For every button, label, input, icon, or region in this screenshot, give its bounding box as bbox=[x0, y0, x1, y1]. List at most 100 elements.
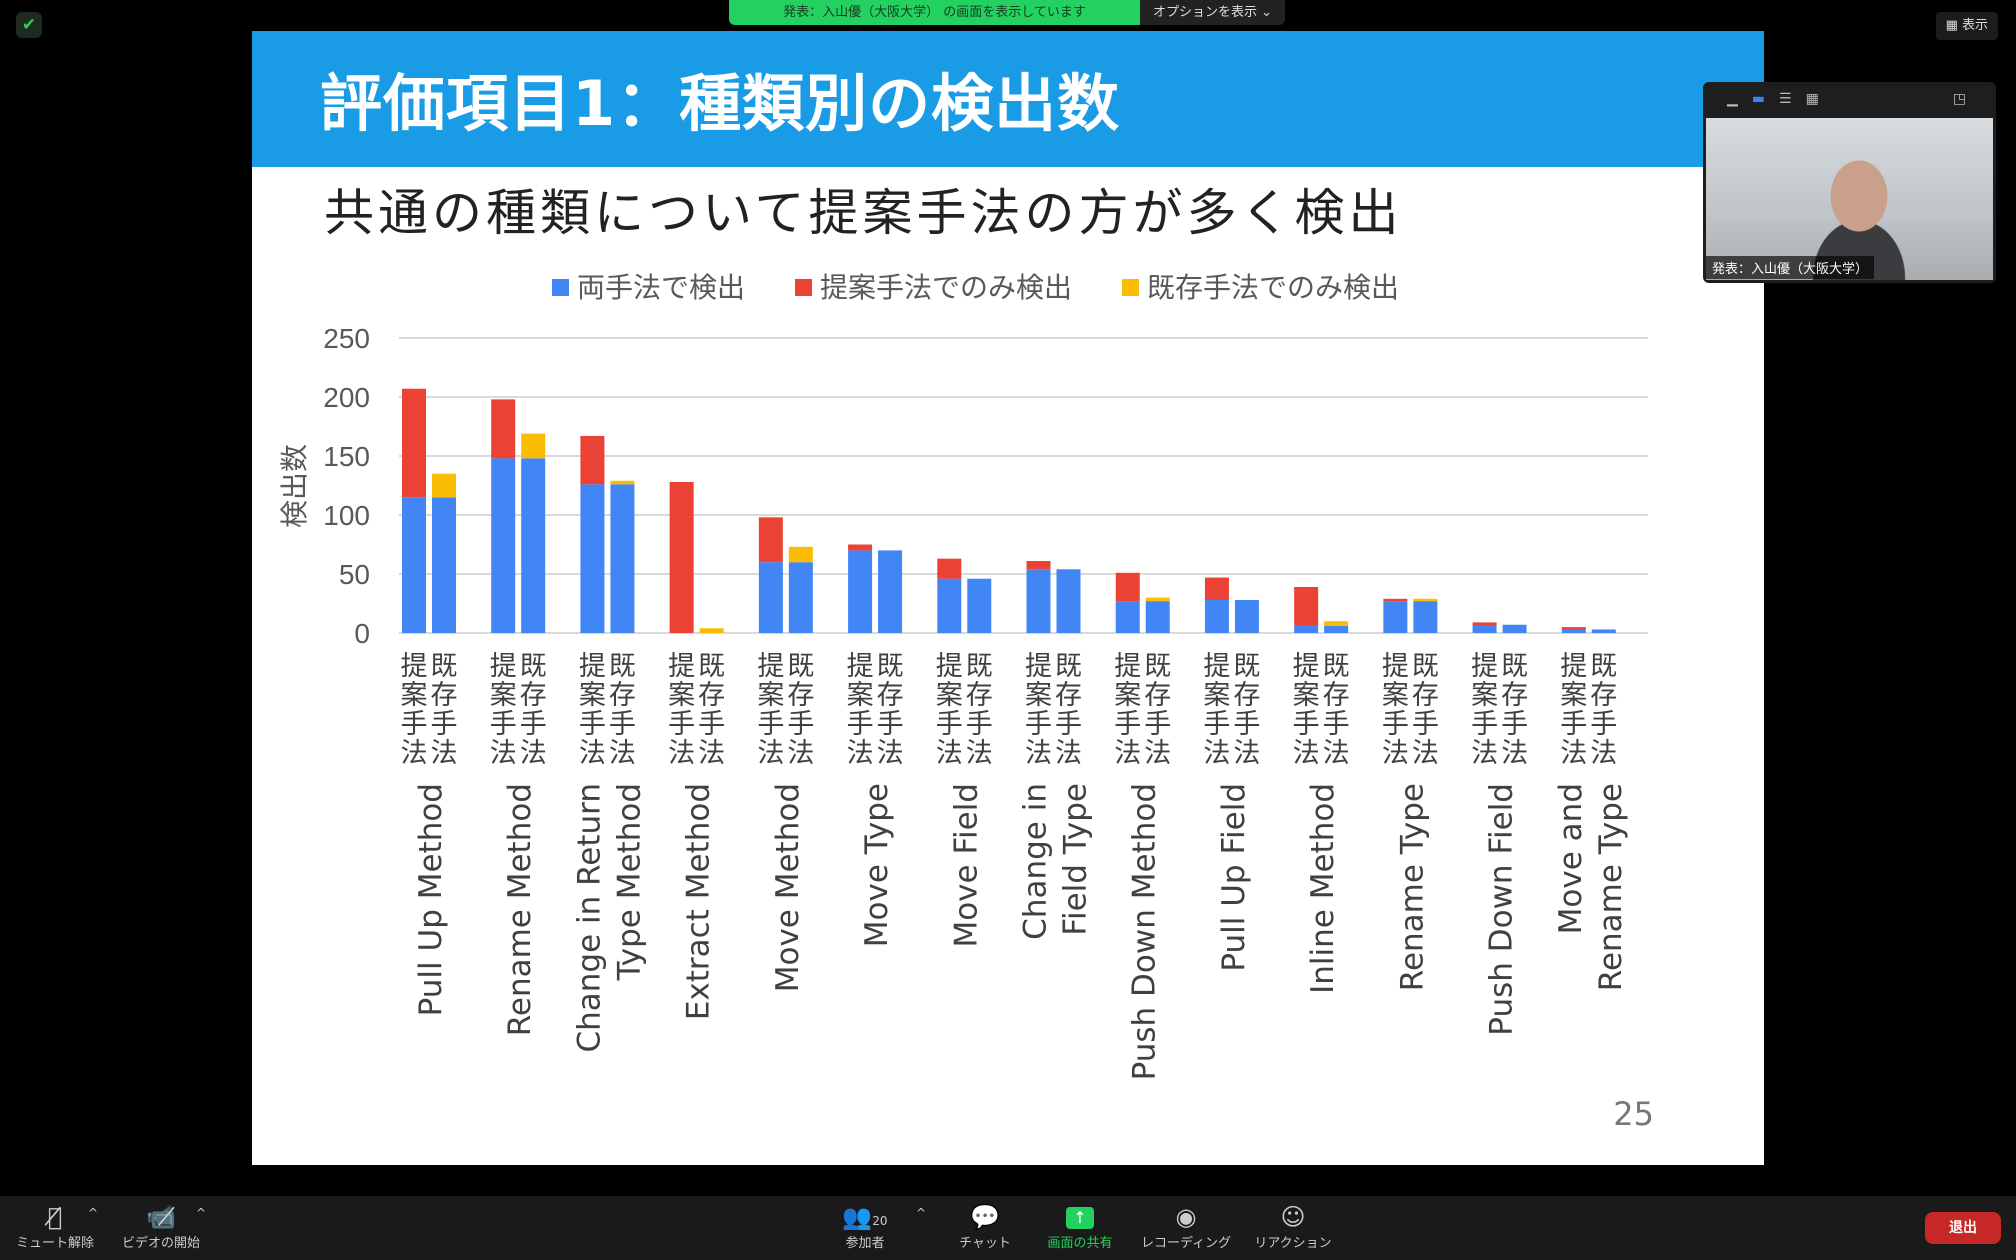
bar-label-char: 法 bbox=[787, 738, 814, 769]
bar-existing-only bbox=[1324, 621, 1349, 626]
bar-proposed-only bbox=[1472, 622, 1497, 626]
minimize-icon[interactable]: ▁ bbox=[1727, 91, 1738, 107]
leave-button[interactable]: 退出 bbox=[1925, 1212, 2001, 1244]
bar-label-char: 手 bbox=[431, 709, 458, 740]
bar-label-char: 存 bbox=[431, 680, 458, 711]
bar-proposed-only bbox=[758, 517, 783, 563]
bar-label-char: 案 bbox=[1114, 680, 1141, 711]
legend-swatch bbox=[1122, 279, 1139, 296]
webcam-controls: ▁ ▬ ☰ ▦ ◳ bbox=[1703, 82, 1996, 116]
reaction-button[interactable]: ☺ リアクション bbox=[1252, 1202, 1334, 1251]
unmute-button[interactable]: 🎙̸ ミュート解除 bbox=[14, 1202, 96, 1251]
webcam-window[interactable]: ▁ ▬ ☰ ▦ ◳ 発表：入山優（大阪大学） bbox=[1703, 82, 1996, 283]
bar-label-char: 法 bbox=[877, 738, 904, 769]
category-label: Rename Method bbox=[502, 783, 538, 1036]
bar-label-char: 既 bbox=[966, 651, 993, 682]
bar-label-char: 手 bbox=[579, 709, 606, 740]
category-label: Rename Type bbox=[1394, 783, 1430, 991]
legend-label: 既存手法でのみ検出 bbox=[1147, 271, 1399, 304]
bar-proposed-both bbox=[491, 458, 516, 633]
unmute-label: ミュート解除 bbox=[15, 1236, 94, 1251]
legend-swatch bbox=[552, 279, 569, 296]
speaker-view-icon[interactable]: ▬ bbox=[1751, 91, 1766, 107]
bar-label-char: 法 bbox=[966, 738, 993, 769]
bar-label-char: 案 bbox=[1025, 680, 1052, 711]
bar-label-char: 案 bbox=[1203, 680, 1230, 711]
bar-label-char: 存 bbox=[1055, 680, 1082, 711]
bar-label-char: 手 bbox=[609, 709, 636, 740]
view-button[interactable]: ▦ 表示 bbox=[1935, 12, 1998, 40]
bar-label-char: 存 bbox=[609, 680, 636, 711]
bar-label-char: 既 bbox=[787, 651, 814, 682]
y-axis-label: 検出数 bbox=[278, 444, 311, 528]
bar-label-char: 手 bbox=[966, 709, 993, 740]
gallery-view-icon[interactable]: ▦ bbox=[1805, 91, 1819, 107]
share-message: 発表：入山優（大阪大学） の画面を表示しています bbox=[729, 0, 1140, 25]
category-label: Extract Method bbox=[681, 783, 717, 1020]
bar-proposed-both bbox=[1204, 599, 1229, 633]
y-tick-label: 250 bbox=[323, 323, 370, 354]
bar-proposed-only bbox=[1204, 577, 1229, 600]
bar-label-char: 法 bbox=[1293, 738, 1320, 769]
share-screen-button[interactable]: ↑ 画面の共有 bbox=[1045, 1202, 1115, 1251]
presenter-name: 発表：入山優（大阪大学） bbox=[1706, 256, 1875, 279]
bar-existing-both bbox=[521, 458, 546, 633]
bar-proposed-only bbox=[491, 399, 516, 459]
bar-label-char: 法 bbox=[1144, 738, 1171, 769]
bar-proposed-only bbox=[848, 544, 873, 551]
bar-label-char: 既 bbox=[1144, 651, 1171, 682]
bar-label-char: 案 bbox=[847, 680, 874, 711]
category-label: Field Type bbox=[1058, 783, 1094, 936]
bar-label-char: 法 bbox=[1501, 738, 1528, 769]
bar-label-char: 存 bbox=[1233, 680, 1260, 711]
exit-popout-icon[interactable]: ◳ bbox=[1952, 91, 1967, 107]
bar-label-char: 手 bbox=[757, 709, 784, 740]
category-label: Pull Up Field bbox=[1216, 783, 1252, 972]
audio-options-caret[interactable]: ^ bbox=[88, 1206, 99, 1220]
bar-label-char: 案 bbox=[757, 680, 784, 711]
strip-view-icon[interactable]: ☰ bbox=[1779, 91, 1792, 107]
chat-button[interactable]: 💬 チャット bbox=[955, 1202, 1015, 1251]
bar-proposed-only bbox=[402, 388, 426, 498]
bar-existing-both bbox=[1145, 601, 1170, 633]
category-label: Move Method bbox=[770, 783, 806, 992]
bar-label-char: 存 bbox=[877, 680, 904, 711]
legend-label: 両手法で検出 bbox=[577, 271, 745, 304]
reaction-icon: ☺ bbox=[1280, 1203, 1306, 1231]
bar-label-char: 存 bbox=[1590, 680, 1617, 711]
participants-button[interactable]: 👥20 参加者 bbox=[840, 1202, 890, 1251]
bar-label-char: 既 bbox=[1055, 651, 1082, 682]
bar-label-char: 手 bbox=[1025, 709, 1052, 740]
bar-label-char: 案 bbox=[490, 680, 517, 711]
slide-title: 評価項目1：種類別の検出数 bbox=[320, 67, 1121, 140]
bar-label-char: 手 bbox=[698, 709, 725, 740]
record-button[interactable]: ◉ レコーディング bbox=[1138, 1202, 1234, 1251]
record-label: レコーディング bbox=[1140, 1236, 1232, 1251]
security-shield-icon[interactable]: ✔ bbox=[16, 12, 42, 38]
view-options-button[interactable]: オプションを表示 ⌄ bbox=[1140, 0, 1285, 25]
share-screen-label: 画面の共有 bbox=[1047, 1236, 1113, 1251]
video-options-caret[interactable]: ^ bbox=[196, 1206, 207, 1220]
bar-label-char: 既 bbox=[1233, 651, 1260, 682]
bar-label-char: 提 bbox=[579, 651, 606, 682]
category-label: Move and bbox=[1553, 783, 1589, 934]
start-video-button[interactable]: 📹̸ ビデオの開始 bbox=[120, 1202, 202, 1251]
bar-existing-both bbox=[967, 578, 992, 633]
bar-label-char: 法 bbox=[847, 738, 874, 769]
bar-label-char: 存 bbox=[698, 680, 725, 711]
bar-label-char: 既 bbox=[431, 651, 458, 682]
bar-proposed-both bbox=[1026, 569, 1051, 633]
bar-label-char: 提 bbox=[1025, 651, 1052, 682]
bar-existing-only bbox=[432, 473, 456, 498]
category-label: Inline Method bbox=[1305, 783, 1341, 994]
screen-share-banner: 発表：入山優（大阪大学） の画面を表示しています オプションを表示 ⌄ bbox=[729, 0, 1285, 25]
bar-label-char: 手 bbox=[1590, 709, 1617, 740]
y-tick-label: 0 bbox=[354, 618, 370, 649]
participants-caret[interactable]: ^ bbox=[916, 1206, 927, 1220]
bar-existing-both bbox=[878, 550, 903, 633]
bar-proposed-both bbox=[1294, 625, 1319, 633]
video-off-icon: 📹̸ bbox=[146, 1203, 176, 1231]
bar-proposed-both bbox=[848, 550, 873, 633]
bar-label-char: 手 bbox=[1471, 709, 1498, 740]
category-label: Push Down Method bbox=[1127, 783, 1163, 1080]
